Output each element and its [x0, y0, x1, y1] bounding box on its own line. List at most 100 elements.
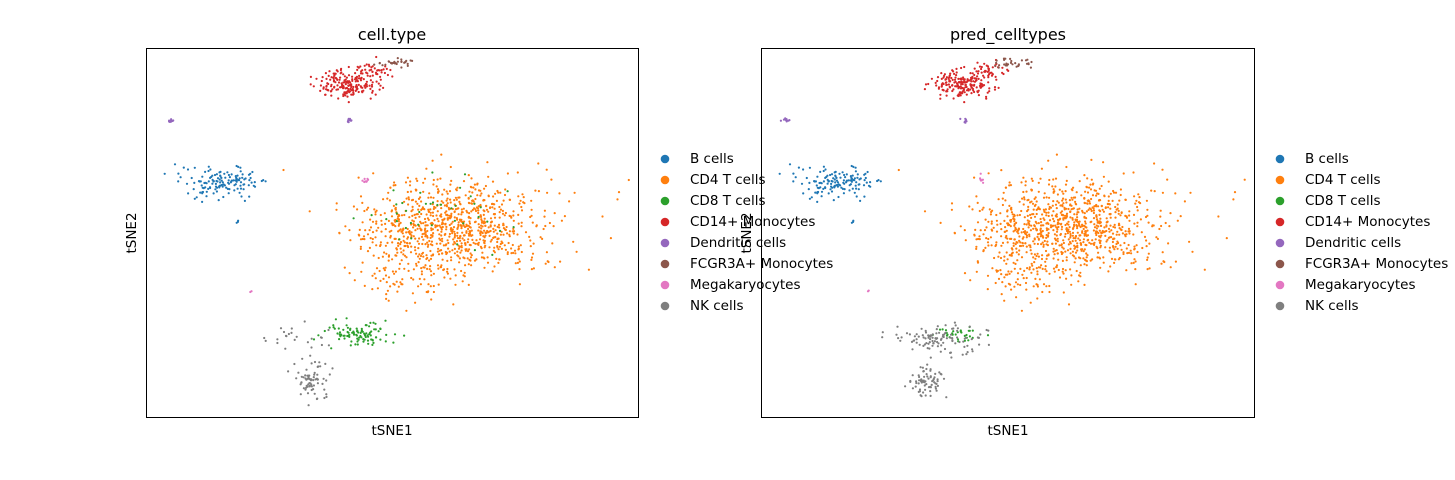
point-nk-cells	[987, 343, 991, 346]
point-b-cells	[845, 173, 848, 176]
point-cd4-t-cells	[453, 216, 456, 219]
point-cd4-t-cells	[1056, 240, 1059, 243]
point-nk-cells	[881, 331, 884, 334]
point-cd4-t-cells	[462, 234, 465, 237]
point-cd4-t-cells	[971, 208, 974, 211]
point-nk-cells	[936, 378, 939, 381]
point-cd4-t-cells	[483, 236, 486, 239]
point-nk-cells	[327, 344, 330, 347]
point-cd4-t-cells	[405, 309, 408, 312]
point-cd4-t-cells	[1037, 190, 1040, 193]
point-b-cells	[201, 192, 204, 195]
point-cd4-t-cells	[1061, 205, 1064, 208]
point-cd14-monocytes	[319, 89, 322, 92]
point-cd8-t-cells	[345, 324, 348, 327]
point-cd4-t-cells	[1054, 185, 1057, 188]
point-cd4-t-cells	[1099, 224, 1103, 227]
point-b-cells	[264, 180, 267, 183]
point-cd14-monocytes	[987, 67, 990, 70]
point-cd8-t-cells	[364, 335, 367, 339]
point-cd4-t-cells	[1074, 200, 1077, 203]
point-cd4-t-cells	[420, 200, 423, 203]
point-fcgr3a-monocytes	[1003, 58, 1006, 62]
point-cd8-t-cells	[352, 217, 355, 220]
point-nk-cells	[918, 343, 921, 346]
point-cd4-t-cells	[1006, 273, 1009, 276]
point-cd4-t-cells	[488, 246, 491, 249]
point-cd14-monocytes	[978, 65, 982, 68]
point-cd14-monocytes	[351, 78, 354, 81]
point-cd4-t-cells	[383, 212, 386, 215]
point-cd4-t-cells	[1102, 161, 1105, 164]
point-cd4-t-cells	[405, 231, 408, 234]
point-cd14-monocytes	[939, 93, 942, 96]
point-cd14-monocytes	[368, 69, 371, 72]
point-cd4-t-cells	[382, 277, 385, 280]
point-cd4-t-cells	[420, 267, 423, 270]
point-b-cells	[855, 181, 858, 184]
point-megakaryocytes	[361, 179, 364, 182]
point-cd4-t-cells	[1233, 191, 1237, 194]
point-cd4-t-cells	[417, 261, 420, 264]
point-cd4-t-cells	[395, 254, 398, 257]
point-cd14-monocytes	[363, 64, 366, 67]
point-nk-cells	[935, 389, 938, 392]
point-cd4-t-cells	[530, 268, 534, 271]
point-cd4-t-cells	[372, 254, 375, 257]
point-cd4-t-cells	[1072, 186, 1075, 189]
point-nk-cells	[942, 335, 945, 339]
point-cd4-t-cells	[559, 260, 562, 263]
point-cd4-t-cells	[995, 230, 999, 233]
point-cd4-t-cells	[375, 244, 378, 247]
point-cd4-t-cells	[450, 212, 453, 215]
point-cd14-monocytes	[363, 84, 366, 87]
point-nk-cells	[908, 333, 912, 336]
point-cd4-t-cells	[1025, 276, 1028, 280]
point-cd4-t-cells	[553, 266, 556, 269]
point-cd4-t-cells	[421, 251, 425, 254]
point-cd4-t-cells	[529, 239, 532, 242]
point-cd4-t-cells	[1012, 242, 1015, 245]
point-cd4-t-cells	[389, 186, 392, 189]
point-b-cells	[230, 179, 233, 182]
point-cd4-t-cells	[486, 231, 490, 234]
point-cd4-t-cells	[387, 219, 390, 222]
point-b-cells	[204, 181, 207, 184]
point-b-cells	[819, 170, 822, 173]
point-cd4-t-cells	[1057, 225, 1060, 229]
point-cd4-t-cells	[499, 233, 502, 236]
point-cd4-t-cells	[490, 220, 493, 223]
point-b-cells	[813, 180, 816, 183]
point-cd4-t-cells	[500, 230, 503, 233]
point-nk-cells	[925, 367, 928, 371]
point-cd4-t-cells	[508, 235, 511, 238]
point-nk-cells	[951, 339, 954, 342]
point-nk-cells	[962, 340, 965, 343]
point-cd4-t-cells	[436, 250, 439, 253]
point-cd4-t-cells	[1067, 220, 1070, 223]
point-cd4-t-cells	[460, 227, 463, 230]
point-cd4-t-cells	[445, 243, 448, 246]
point-cd4-t-cells	[407, 196, 410, 199]
point-cd4-t-cells	[482, 213, 485, 216]
point-cd4-t-cells	[1002, 191, 1005, 194]
point-nk-cells	[279, 327, 283, 330]
point-cd4-t-cells	[1010, 254, 1013, 257]
point-cd4-t-cells	[1109, 213, 1112, 216]
point-cd4-t-cells	[469, 226, 472, 229]
point-cd4-t-cells	[1008, 272, 1011, 275]
point-cd4-t-cells	[404, 244, 407, 248]
point-cd8-t-cells	[338, 338, 341, 341]
point-cd4-t-cells	[456, 234, 459, 237]
point-cd4-t-cells	[1111, 245, 1115, 248]
point-cd4-t-cells	[1053, 270, 1056, 273]
point-megakaryocytes	[363, 180, 366, 184]
point-nk-cells	[927, 386, 931, 389]
point-cd4-t-cells	[493, 246, 496, 249]
point-cd8-t-cells	[339, 334, 342, 337]
point-cd4-t-cells	[423, 266, 426, 269]
point-cd4-t-cells	[521, 193, 524, 196]
point-nk-cells	[313, 360, 317, 364]
point-cd14-monocytes	[354, 72, 357, 75]
point-cd4-t-cells	[444, 222, 447, 225]
